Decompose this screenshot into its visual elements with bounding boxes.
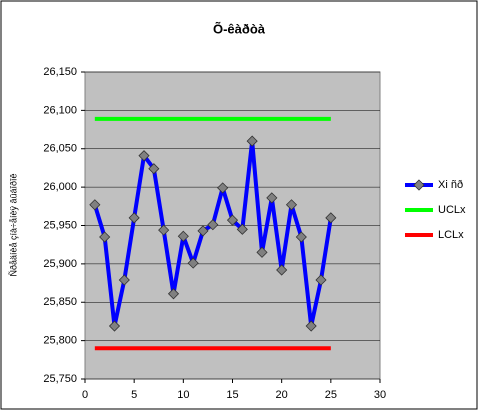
marker xyxy=(236,223,248,235)
marker xyxy=(207,219,219,231)
marker xyxy=(89,199,101,211)
legend-marker xyxy=(413,179,425,191)
legend-label: LCLx xyxy=(438,229,464,241)
marker xyxy=(305,320,317,332)
marker xyxy=(128,212,140,224)
y-tick-label: 25,950 xyxy=(43,219,77,231)
marker xyxy=(266,192,278,204)
y-tick-label: 25,800 xyxy=(43,335,77,347)
legend-label: Xi ñð xyxy=(438,179,463,191)
y-tick-label: 26,000 xyxy=(43,181,77,193)
x-tick-label: 10 xyxy=(177,389,189,401)
marker xyxy=(167,288,180,300)
marker xyxy=(177,230,189,242)
y-tick-label: 26,050 xyxy=(43,143,77,155)
x-tick-label: 25 xyxy=(325,389,337,401)
marker xyxy=(187,257,199,269)
marker xyxy=(276,264,288,276)
y-tick-label: 25,850 xyxy=(43,296,77,308)
x-tick-label: 30 xyxy=(374,389,386,401)
marker xyxy=(148,163,160,175)
marker xyxy=(246,135,258,147)
marker xyxy=(108,320,121,332)
x-tick-label: 20 xyxy=(276,389,288,401)
marker xyxy=(285,199,298,211)
marker xyxy=(138,150,150,162)
marker xyxy=(315,274,327,286)
x-tick-label: 0 xyxy=(82,389,88,401)
y-axis-label: Ñðåäíèå çíà÷åíèÿ âûáîðîê xyxy=(8,173,18,276)
marker xyxy=(99,231,111,243)
marker xyxy=(325,212,337,224)
y-tick-label: 26,100 xyxy=(43,104,77,116)
marker xyxy=(226,214,239,226)
x-tick-label: 15 xyxy=(226,389,238,401)
y-tick-label: 25,750 xyxy=(43,373,77,385)
marker xyxy=(118,274,130,286)
y-tick-label: 25,900 xyxy=(43,258,77,270)
marker xyxy=(295,231,307,243)
marker xyxy=(158,224,170,236)
chart-title: Õ-êàðòà xyxy=(213,21,266,36)
y-tick-label: 26,150 xyxy=(43,66,77,78)
x-tick-label: 5 xyxy=(131,389,137,401)
marker xyxy=(256,246,268,258)
marker xyxy=(197,225,209,237)
marker xyxy=(217,182,229,194)
legend-label: UCLx xyxy=(438,204,466,216)
